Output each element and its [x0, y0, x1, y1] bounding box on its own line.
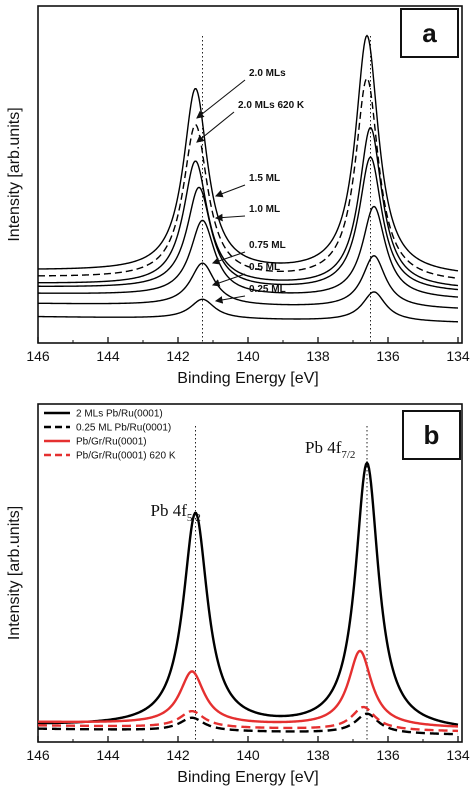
series-line-2-0-mls-620-k [38, 77, 459, 279]
y-axis-title: Intensity [arb.units] [6, 506, 23, 640]
series-line-pb-gr-ru-0001- [37, 649, 459, 728]
annotation-label: 0.25 ML [249, 284, 286, 295]
x-tick-label: 138 [306, 747, 330, 763]
annotation-label: 1.5 ML [249, 173, 280, 184]
series-line-2-mls-pb-ru-0001- [37, 460, 459, 726]
annotation-label: 1.0 ML [249, 204, 280, 215]
x-tick-label: 140 [236, 747, 260, 763]
series-line-2-0-mls [37, 34, 459, 272]
x-tick-label: 136 [376, 348, 400, 364]
series-line-0-25-ml [37, 291, 459, 323]
legend-entry: 2 MLs Pb/Ru(0001) [76, 409, 163, 420]
panel-a: 146 144 142 140 138 136 134 Binding Energy [eV]… [6, 5, 470, 387]
x-tick-label: 134 [446, 348, 470, 364]
x-axis-title: Binding Energy [eV] [177, 769, 318, 786]
x-tick-label: 146 [26, 747, 50, 763]
annotation-label: 0.75 ML [249, 240, 286, 251]
annotation-arrow [214, 213, 246, 222]
x-tick-label: 142 [166, 348, 190, 364]
legend-entry: Pb/Gr/Ru(0001) 620 K [76, 451, 176, 462]
series-line-0-25-ml-pb-ru-0001- [37, 712, 459, 736]
panel-label-box [400, 8, 459, 58]
annotation-label: 0.5 ML [249, 262, 280, 273]
y-axis-title: Intensity [arb.units] [6, 107, 23, 241]
annotation-arrow [211, 251, 246, 265]
annotation-arrow [196, 79, 246, 119]
panel-label: a [422, 18, 437, 48]
x-tick-label: 134 [446, 747, 470, 763]
series-line-pb-gr-ru-0001-620-k [37, 705, 459, 733]
x-axis-title: Binding Energy [eV] [177, 370, 318, 387]
panel-label-box [402, 410, 461, 460]
plot-frame [37, 403, 463, 743]
annotation-label: 2.0 MLs 620 K [238, 100, 305, 111]
series-line-1-0-ml [38, 156, 459, 291]
series-line-0-75-ml [37, 205, 459, 298]
x-tick-label: 136 [376, 747, 400, 763]
annotation-arrow [211, 273, 246, 287]
annotation-arrow [214, 295, 246, 304]
peak-label: Pb 4f5/2 [151, 501, 201, 524]
legend-entry: 0.25 ML Pb/Ru(0001) [76, 423, 171, 434]
annotation-arrow [214, 184, 246, 198]
panel-b: 146 144 142 140 138 136 134 Binding Energy [eV]… [6, 403, 470, 786]
legend-entry: Pb/Gr/Ru(0001) [76, 437, 147, 448]
x-tick-label: 144 [96, 348, 120, 364]
x-tick-label: 146 [26, 348, 50, 364]
series-line-0-5-ml [37, 255, 459, 309]
x-tick-label: 142 [166, 747, 190, 763]
series-line-1-5-ml [38, 127, 459, 287]
annotation-label: 2.0 MLs [249, 68, 286, 79]
x-tick-label: 138 [306, 348, 330, 364]
x-tick-label: 144 [96, 747, 120, 763]
x-tick-label: 140 [236, 348, 260, 364]
plot-frame [37, 5, 463, 344]
panel-label: b [424, 420, 440, 450]
peak-label: Pb 4f7/2 [305, 438, 355, 461]
annotation-arrow [196, 111, 235, 143]
